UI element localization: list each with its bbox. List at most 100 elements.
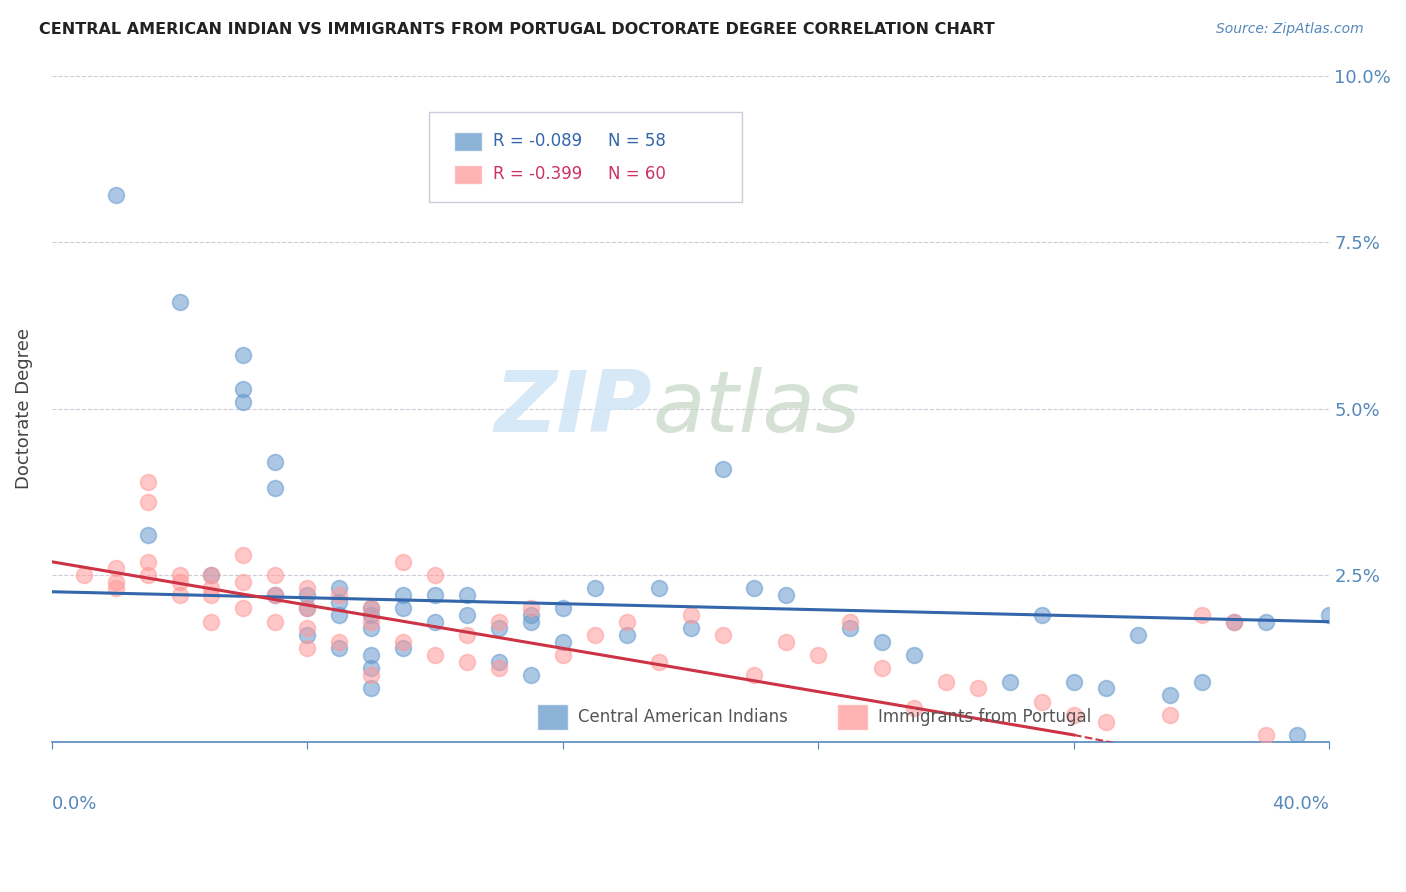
Point [297, 641, 319, 656]
Point [647, 582, 669, 596]
Point [169, 574, 191, 589]
Point [297, 601, 319, 615]
Point [264, 615, 287, 629]
Point [136, 495, 159, 509]
Point [1222, 615, 1244, 629]
Bar [537, 705, 568, 730]
Point [775, 634, 797, 648]
Point [136, 528, 159, 542]
Point [583, 582, 606, 596]
Point [328, 582, 350, 596]
Point [488, 655, 510, 669]
Point [1159, 708, 1181, 723]
Point [903, 648, 925, 662]
Point [744, 668, 766, 682]
Point [264, 482, 287, 496]
Point [232, 395, 254, 409]
Point [232, 382, 254, 396]
Point [104, 574, 127, 589]
Bar [454, 132, 482, 151]
Point [1094, 681, 1116, 696]
Point [200, 588, 222, 602]
Point [998, 674, 1021, 689]
Point [360, 601, 382, 615]
Point [1222, 615, 1244, 629]
Point [169, 295, 191, 310]
Point [392, 641, 415, 656]
Point [200, 568, 222, 582]
Point [679, 608, 702, 623]
Point [297, 582, 319, 596]
Point [870, 661, 893, 675]
Point [328, 608, 350, 623]
FancyBboxPatch shape [429, 112, 742, 202]
Point [360, 621, 382, 635]
Point [551, 634, 574, 648]
Point [456, 608, 478, 623]
Point [583, 628, 606, 642]
Text: CENTRAL AMERICAN INDIAN VS IMMIGRANTS FROM PORTUGAL DOCTORATE DEGREE CORRELATION: CENTRAL AMERICAN INDIAN VS IMMIGRANTS FR… [39, 22, 995, 37]
Point [1063, 674, 1085, 689]
Point [232, 574, 254, 589]
Point [297, 628, 319, 642]
Point [1126, 628, 1149, 642]
Point [935, 674, 957, 689]
Point [1254, 728, 1277, 742]
Point [328, 641, 350, 656]
Point [232, 601, 254, 615]
Bar [838, 705, 868, 730]
Bar [454, 165, 482, 184]
Text: Central American Indians: Central American Indians [578, 708, 787, 726]
Point [711, 628, 734, 642]
Point [1031, 695, 1053, 709]
Point [679, 621, 702, 635]
Point [328, 634, 350, 648]
Text: R = -0.089: R = -0.089 [492, 132, 582, 150]
Point [392, 634, 415, 648]
Point [551, 601, 574, 615]
Point [169, 568, 191, 582]
Point [488, 661, 510, 675]
Point [169, 588, 191, 602]
Point [200, 568, 222, 582]
Text: Immigrants from Portugal: Immigrants from Portugal [879, 708, 1091, 726]
Text: N = 58: N = 58 [607, 132, 665, 150]
Point [616, 615, 638, 629]
Point [839, 621, 862, 635]
Text: R = -0.399: R = -0.399 [492, 165, 582, 183]
Text: 40.0%: 40.0% [1272, 795, 1330, 813]
Point [1286, 728, 1309, 742]
Point [488, 615, 510, 629]
Point [903, 701, 925, 715]
Point [264, 588, 287, 602]
Point [839, 615, 862, 629]
Y-axis label: Doctorate Degree: Doctorate Degree [15, 328, 32, 489]
Text: atlas: atlas [652, 368, 860, 450]
Point [520, 608, 543, 623]
Text: N = 60: N = 60 [607, 165, 665, 183]
Point [775, 588, 797, 602]
Point [520, 601, 543, 615]
Point [360, 601, 382, 615]
Point [423, 615, 446, 629]
Point [297, 601, 319, 615]
Point [264, 588, 287, 602]
Point [200, 582, 222, 596]
Point [360, 648, 382, 662]
Point [360, 681, 382, 696]
Point [1063, 708, 1085, 723]
Point [264, 455, 287, 469]
Point [520, 615, 543, 629]
Point [1319, 608, 1341, 623]
Point [423, 648, 446, 662]
Point [328, 588, 350, 602]
Point [360, 608, 382, 623]
Point [520, 668, 543, 682]
Point [456, 628, 478, 642]
Point [73, 568, 96, 582]
Point [1254, 615, 1277, 629]
Point [456, 588, 478, 602]
Point [647, 655, 669, 669]
Point [104, 188, 127, 202]
Point [232, 348, 254, 362]
